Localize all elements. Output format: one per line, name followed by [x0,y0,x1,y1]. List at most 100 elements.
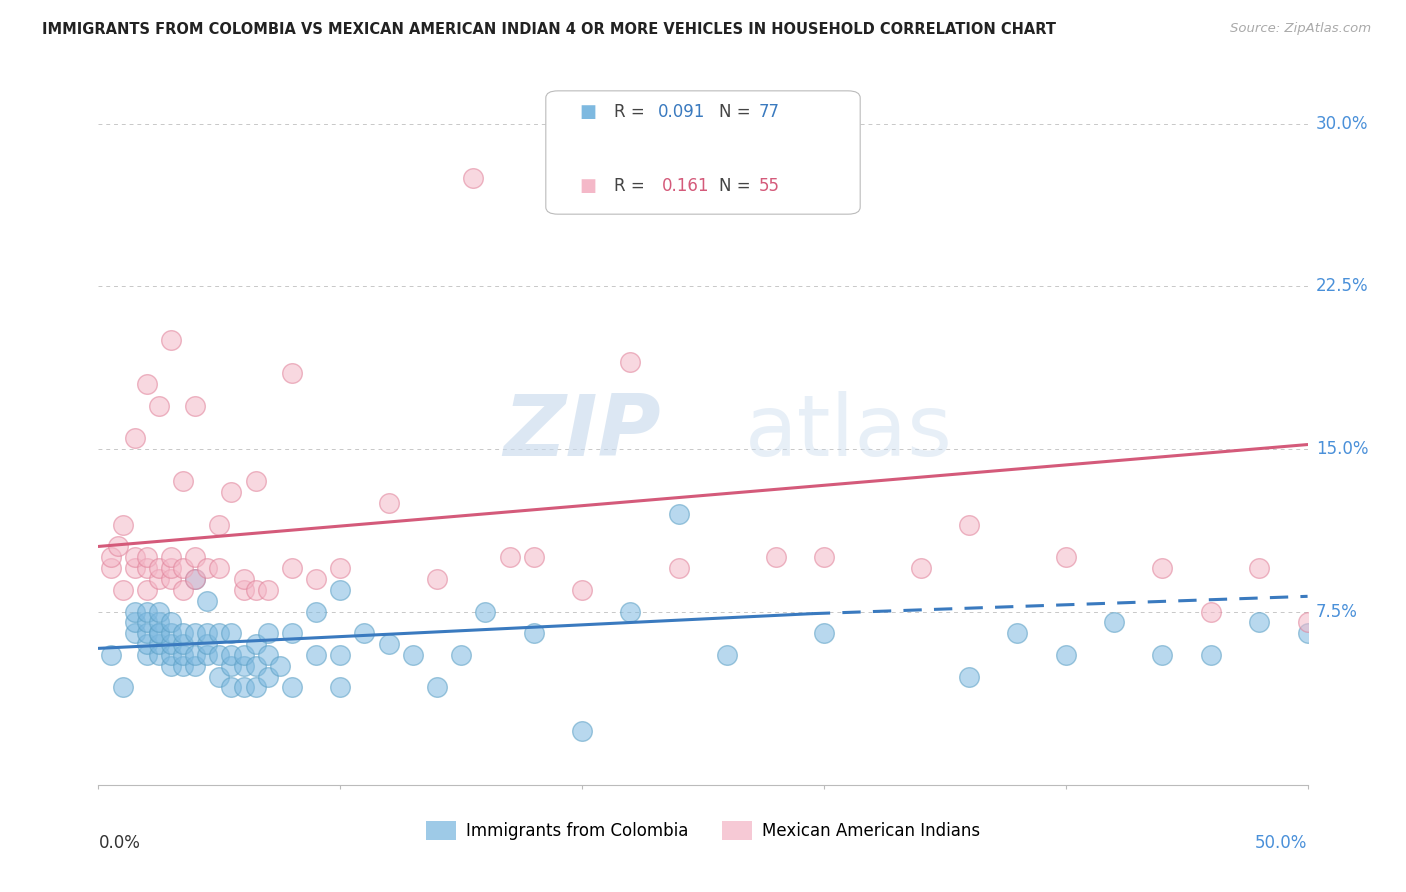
Text: 0.161: 0.161 [662,177,710,195]
Point [148,648,170,662]
Point [245,681,267,695]
Point [498,550,520,565]
Point [184,626,207,640]
Point [184,648,207,662]
Point [124,431,146,445]
Point [571,723,593,738]
Point [172,582,194,597]
Point [1152,561,1174,575]
Point [450,648,472,662]
Point [160,334,183,348]
Text: 30.0%: 30.0% [1316,115,1368,133]
Point [281,366,304,380]
Text: 50.0%: 50.0% [1256,834,1308,852]
Point [100,648,122,662]
Point [195,593,218,607]
Text: Source: ZipAtlas.com: Source: ZipAtlas.com [1230,22,1371,36]
Point [172,658,194,673]
Point [135,550,157,565]
Point [305,605,328,619]
Point [208,517,231,532]
Point [184,572,207,586]
Point [1199,648,1222,662]
Point [232,681,254,695]
Point [221,626,243,640]
Point [100,550,122,565]
Point [172,475,194,489]
Point [172,637,194,651]
Point [329,681,352,695]
Point [160,658,183,673]
Point [160,648,183,662]
Point [329,561,352,575]
Point [221,658,243,673]
Point [111,681,134,695]
Point [160,561,183,575]
Point [1296,626,1319,640]
Point [148,561,170,575]
Point [813,550,835,565]
Text: N =: N = [718,177,755,195]
Point [232,648,254,662]
Point [1054,550,1077,565]
Point [100,561,122,575]
Point [124,561,146,575]
Point [148,399,170,413]
Point [135,376,157,391]
Point [523,626,546,640]
Point [148,626,170,640]
Point [124,626,146,640]
Point [111,582,134,597]
Text: 55: 55 [759,177,779,195]
Point [172,626,194,640]
Point [256,669,278,683]
Text: ■: ■ [579,177,596,195]
Point [402,648,425,662]
Point [148,605,170,619]
Point [195,561,218,575]
Point [111,517,134,532]
Point [571,582,593,597]
Point [160,572,183,586]
Point [135,626,157,640]
Point [426,681,449,695]
Text: ZIP: ZIP [503,391,661,475]
Point [269,658,291,673]
Point [813,626,835,640]
Point [245,475,267,489]
Point [1296,615,1319,630]
Point [1249,615,1271,630]
Point [135,561,157,575]
Point [377,637,399,651]
Point [135,582,157,597]
Point [172,561,194,575]
Point [305,572,328,586]
Point [523,550,546,565]
Text: 7.5%: 7.5% [1316,602,1358,621]
Point [1007,626,1029,640]
Point [148,626,170,640]
Point [160,626,183,640]
Text: atlas: atlas [745,391,953,475]
Text: ■: ■ [579,103,596,121]
Point [256,582,278,597]
Point [256,648,278,662]
Point [463,170,485,185]
Point [329,648,352,662]
Point [353,626,375,640]
Point [135,605,157,619]
Point [184,572,207,586]
Point [619,355,641,369]
Point [208,626,231,640]
Point [184,550,207,565]
Point [1152,648,1174,662]
Point [765,550,787,565]
Point [184,658,207,673]
Point [1054,648,1077,662]
Point [172,648,194,662]
Point [281,626,304,640]
FancyBboxPatch shape [546,91,860,214]
Point [221,648,243,662]
Text: R =: R = [613,177,655,195]
Point [148,572,170,586]
